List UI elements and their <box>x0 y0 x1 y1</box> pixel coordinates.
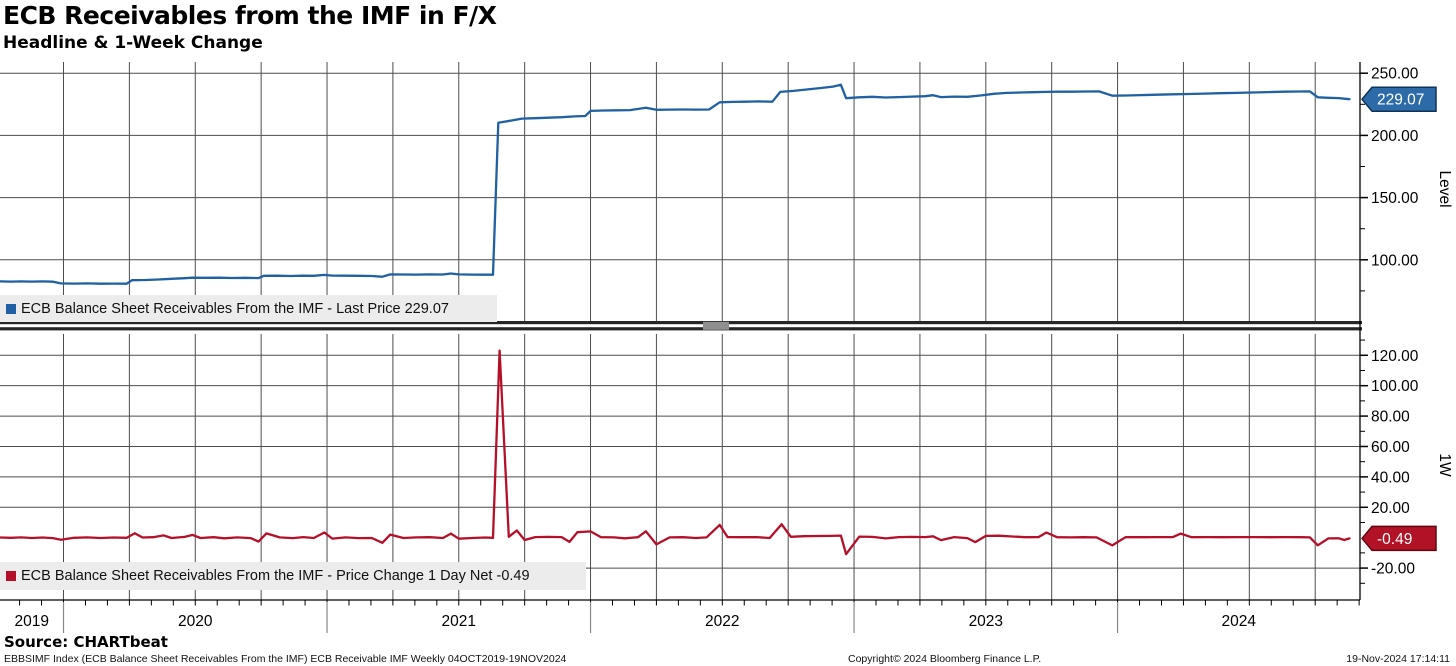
last-price-badge <box>1361 86 1437 112</box>
y-tick-label: 100.00 <box>1371 378 1419 395</box>
security-descriptor: EBBSIMF Index (ECB Balance Sheet Receiva… <box>4 653 567 665</box>
chart-subtitle: Headline & 1-Week Change <box>3 33 263 53</box>
change-line <box>0 349 1351 556</box>
y-tick-label: 80.00 <box>1371 409 1410 426</box>
level-line <box>0 83 1351 285</box>
last-change-badge-label: -0.49 <box>1377 531 1412 548</box>
source-label: Source: CHARTbeat <box>4 633 168 651</box>
y-tick-label: 250.00 <box>1371 66 1419 83</box>
y-tick-label: 150.00 <box>1371 190 1419 207</box>
x-tick-label-year: 2024 <box>1222 613 1257 630</box>
x-tick-label-year: 2021 <box>442 613 476 630</box>
y-tick-label: 40.00 <box>1371 469 1410 486</box>
x-tick-label-year: 2019 <box>15 613 49 630</box>
legend-bottom-label: ECB Balance Sheet Receivables From the I… <box>21 568 530 584</box>
y-tick-label: 200.00 <box>1371 128 1419 145</box>
y-tick-label: 20.00 <box>1371 500 1410 517</box>
y-tick-label: 100.00 <box>1371 252 1419 269</box>
legend-swatch-blue-icon <box>6 303 16 314</box>
panel-separator <box>0 321 1362 325</box>
page-title: ECB Receivables from the IMF in F/X <box>3 1 497 30</box>
copyright-notice: Copyright© 2024 Bloomberg Finance L.P. <box>848 653 1042 665</box>
last-price-badge-label: 229.07 <box>1377 92 1424 109</box>
separator-drag-handle[interactable] <box>703 321 729 330</box>
legend-swatch-red-icon <box>6 571 16 581</box>
legend-bottom-panel: ECB Balance Sheet Receivables From the I… <box>0 562 586 590</box>
y-tick-label: 120.00 <box>1371 348 1419 365</box>
x-tick-label-year: 2022 <box>705 613 739 630</box>
x-tick-label-year: 2023 <box>969 613 1003 630</box>
timestamp: 19-Nov-2024 17:14:11 <box>1346 653 1450 665</box>
y-tick-label: -20.00 <box>1371 561 1415 578</box>
y-tick-label: 60.00 <box>1371 439 1410 456</box>
legend-top-label: ECB Balance Sheet Receivables From the I… <box>21 300 449 317</box>
axis-unit-label: 1W <box>1436 453 1453 477</box>
x-tick-label-year: 2020 <box>178 613 213 630</box>
legend-top-panel: ECB Balance Sheet Receivables From the I… <box>0 295 497 322</box>
panel-separator <box>0 327 1362 331</box>
axis-unit-label: Level <box>1436 170 1453 207</box>
last-change-badge <box>1361 525 1437 552</box>
